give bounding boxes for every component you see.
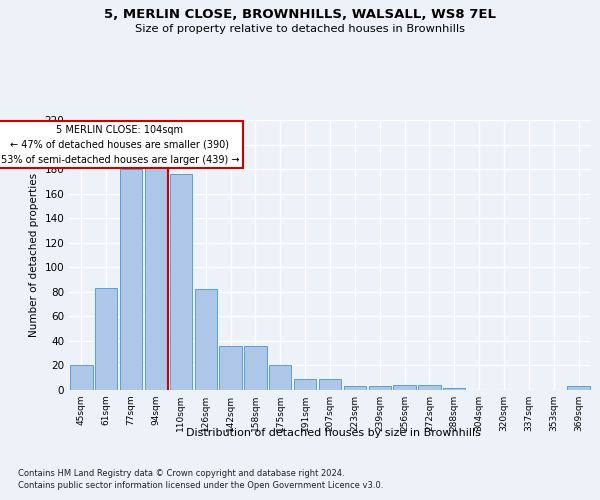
Bar <box>244 346 266 390</box>
Y-axis label: Number of detached properties: Number of detached properties <box>29 173 39 337</box>
Bar <box>70 366 92 390</box>
Bar <box>194 290 217 390</box>
Text: Contains HM Land Registry data © Crown copyright and database right 2024.: Contains HM Land Registry data © Crown c… <box>18 468 344 477</box>
Bar <box>344 386 366 390</box>
Bar <box>145 168 167 390</box>
Text: 5, MERLIN CLOSE, BROWNHILLS, WALSALL, WS8 7EL: 5, MERLIN CLOSE, BROWNHILLS, WALSALL, WS… <box>104 8 496 20</box>
Bar <box>418 385 440 390</box>
Bar <box>568 386 590 390</box>
Bar <box>170 174 192 390</box>
Bar <box>95 288 118 390</box>
Bar <box>220 346 242 390</box>
Bar <box>394 385 416 390</box>
Bar <box>443 388 466 390</box>
Bar <box>269 366 292 390</box>
Bar <box>319 379 341 390</box>
Bar <box>294 379 316 390</box>
Text: Distribution of detached houses by size in Brownhills: Distribution of detached houses by size … <box>185 428 481 438</box>
Text: 5 MERLIN CLOSE: 104sqm
← 47% of detached houses are smaller (390)
53% of semi-de: 5 MERLIN CLOSE: 104sqm ← 47% of detached… <box>1 125 239 164</box>
Bar <box>368 386 391 390</box>
Text: Contains public sector information licensed under the Open Government Licence v3: Contains public sector information licen… <box>18 481 383 490</box>
Text: Size of property relative to detached houses in Brownhills: Size of property relative to detached ho… <box>135 24 465 34</box>
Bar <box>120 169 142 390</box>
